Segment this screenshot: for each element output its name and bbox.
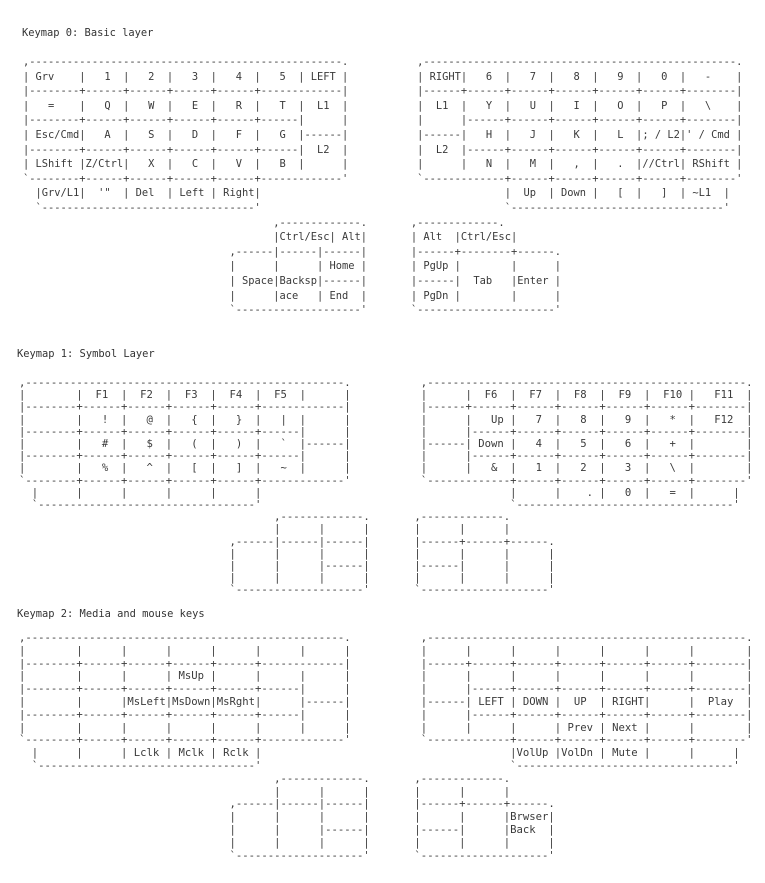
diagram-line: ,-------------. ,-------------. <box>19 772 511 785</box>
diagram-line: ,------|------|------| |------+------+--… <box>19 798 555 811</box>
diagram-line: |--------+------+------+------+------+--… <box>23 85 743 98</box>
diagram-line: | LShift |Z/Ctrl| X | C | V | B | | | | … <box>23 158 743 171</box>
diagram-line: |--------+------+------+------+------+--… <box>19 683 753 696</box>
diagram-line: `--------+------+------+------+------+--… <box>19 734 753 747</box>
diagram-line: |--------+------+------+------+------+--… <box>19 450 753 463</box>
diagram-line: | |ace | End | | PgDn | | | <box>23 289 561 302</box>
diagram-line: ,---------------------------------------… <box>23 56 743 68</box>
diagram-line: `--------------------' `----------------… <box>19 584 555 597</box>
diagram-line: |--------+------+------+------+------+--… <box>19 708 753 721</box>
diagram-line: | | |------| |------| |Back | <box>19 823 555 836</box>
layer-2-title: Keymap 2: Media and mouse keys <box>17 608 205 620</box>
diagram-line: ,-------------. ,-------------. <box>19 511 511 524</box>
layer-2-keymap-diagram: ,---------------------------------------… <box>19 632 752 862</box>
diagram-line: `----------------------------------' `--… <box>19 499 740 512</box>
diagram-line: | Space|Backsp|------| |------| Tab |Ent… <box>23 274 561 287</box>
layer-0-title: Keymap 0: Basic layer <box>22 27 154 39</box>
diagram-line: |--------+------+------+------+------+--… <box>19 401 753 414</box>
diagram-line: |Grv/L1| '" | Del | Left | Right| | Up |… <box>23 187 730 200</box>
diagram-line: | | | | | | <box>19 785 511 798</box>
diagram-line: | | | | | | | | <box>19 836 555 849</box>
diagram-line: | | | Home | | PgUp | | | <box>23 260 561 273</box>
diagram-line: | | # | $ | ( | ) | ` |------| |------| … <box>19 438 753 451</box>
diagram-line: `----------------------------------' `--… <box>19 759 740 772</box>
diagram-line: | | | Lclk | Mclk | Rclk | |VolUp |VolDn… <box>19 747 740 760</box>
diagram-line: ,------|------|------| |------+------+--… <box>19 535 555 548</box>
diagram-line: | | | | | | | | <box>19 572 555 585</box>
diagram-line: ,---------------------------------------… <box>19 632 753 644</box>
diagram-line: | | | | MsUp | | | | | | | | | | | | <box>19 670 753 683</box>
diagram-line: `--------------------' `----------------… <box>19 849 555 862</box>
diagram-line: `--------+------+------+------+------+--… <box>23 172 743 185</box>
diagram-line: |--------+------+------+------+------+--… <box>19 657 753 670</box>
diagram-line: | | | | | | | | | | | | Prev | Next | | … <box>19 721 753 734</box>
diagram-line: |--------+------+------+------+------+--… <box>19 425 753 438</box>
diagram-line: ,---------------------------------------… <box>19 377 753 389</box>
diagram-line: |--------+------+------+------+------+--… <box>23 143 743 156</box>
diagram-line: | Esc/Cmd| A | S | D | F | G |------| |-… <box>23 128 743 141</box>
diagram-line: ,------|------|------| |------+--------+… <box>23 245 561 258</box>
diagram-line: | | ! | @ | { | } | | | | | | Up | 7 | 8… <box>19 413 753 426</box>
diagram-line: | | F1 | F2 | F3 | F4 | F5 | | | | F6 | … <box>19 389 753 402</box>
diagram-line: | | % | ^ | [ | ] | ~ | | | | & | 1 | 2 … <box>19 462 753 475</box>
diagram-line: | | | | | | | | <box>19 547 555 560</box>
diagram-line: `--------+------+------+------+------+--… <box>19 474 753 487</box>
diagram-line: | | | | | | | | . | 0 | = | | <box>19 486 740 499</box>
diagram-line: |--------+------+------+------+------+--… <box>23 114 743 127</box>
diagram-line: | | | | | | <box>19 523 511 536</box>
diagram-line: ,-------------. ,-------------. <box>23 216 505 229</box>
layer-0-keymap-diagram: ,---------------------------------------… <box>23 55 742 318</box>
diagram-line: |Ctrl/Esc| Alt| | Alt |Ctrl/Esc| <box>23 231 518 244</box>
diagram-line: `--------------------' `----------------… <box>23 304 561 317</box>
diagram-line: | | | | | | |Brwser| <box>19 811 555 824</box>
diagram-line: | | | | | | | | | | | | | | | | <box>19 644 753 657</box>
layer-1-keymap-diagram: ,---------------------------------------… <box>19 377 752 597</box>
diagram-line: | | |MsLeft|MsDown|MsRght| |------| |---… <box>19 695 753 708</box>
diagram-line: | = | Q | W | E | R | T | L1 | | L1 | Y … <box>23 99 743 112</box>
diagram-line: | | |------| |------| | | <box>19 560 555 573</box>
layer-1-title: Keymap 1: Symbol Layer <box>17 348 155 360</box>
diagram-line: | Grv | 1 | 2 | 3 | 4 | 5 | LEFT | | RIG… <box>23 70 743 83</box>
diagram-line: `----------------------------------' `--… <box>23 201 730 214</box>
